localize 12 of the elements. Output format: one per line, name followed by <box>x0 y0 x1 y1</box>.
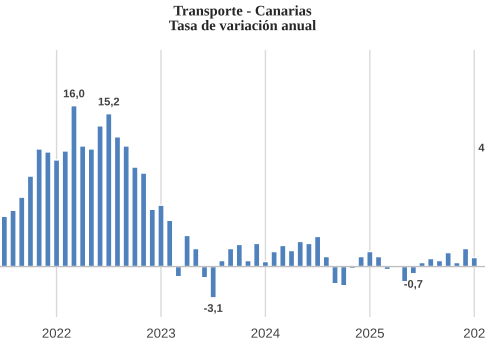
x-tick-label: 2025 <box>356 328 384 338</box>
data-label: 15,2 <box>98 98 120 108</box>
bar <box>174 266 182 278</box>
chart-title: Transporte - Canarias Tasa de variación anual <box>169 5 316 30</box>
data-label: -0,7 <box>404 280 422 290</box>
data-label: -3,1 <box>204 304 222 314</box>
x-tick-label: 2024 <box>251 328 280 338</box>
x-tick-label: 2023 <box>146 328 176 338</box>
x-tick-label: 202 <box>464 328 485 338</box>
annotation: 4 <box>478 144 484 152</box>
data-label: 16,0 <box>64 90 84 100</box>
x-tick-label: 2022 <box>42 328 71 338</box>
